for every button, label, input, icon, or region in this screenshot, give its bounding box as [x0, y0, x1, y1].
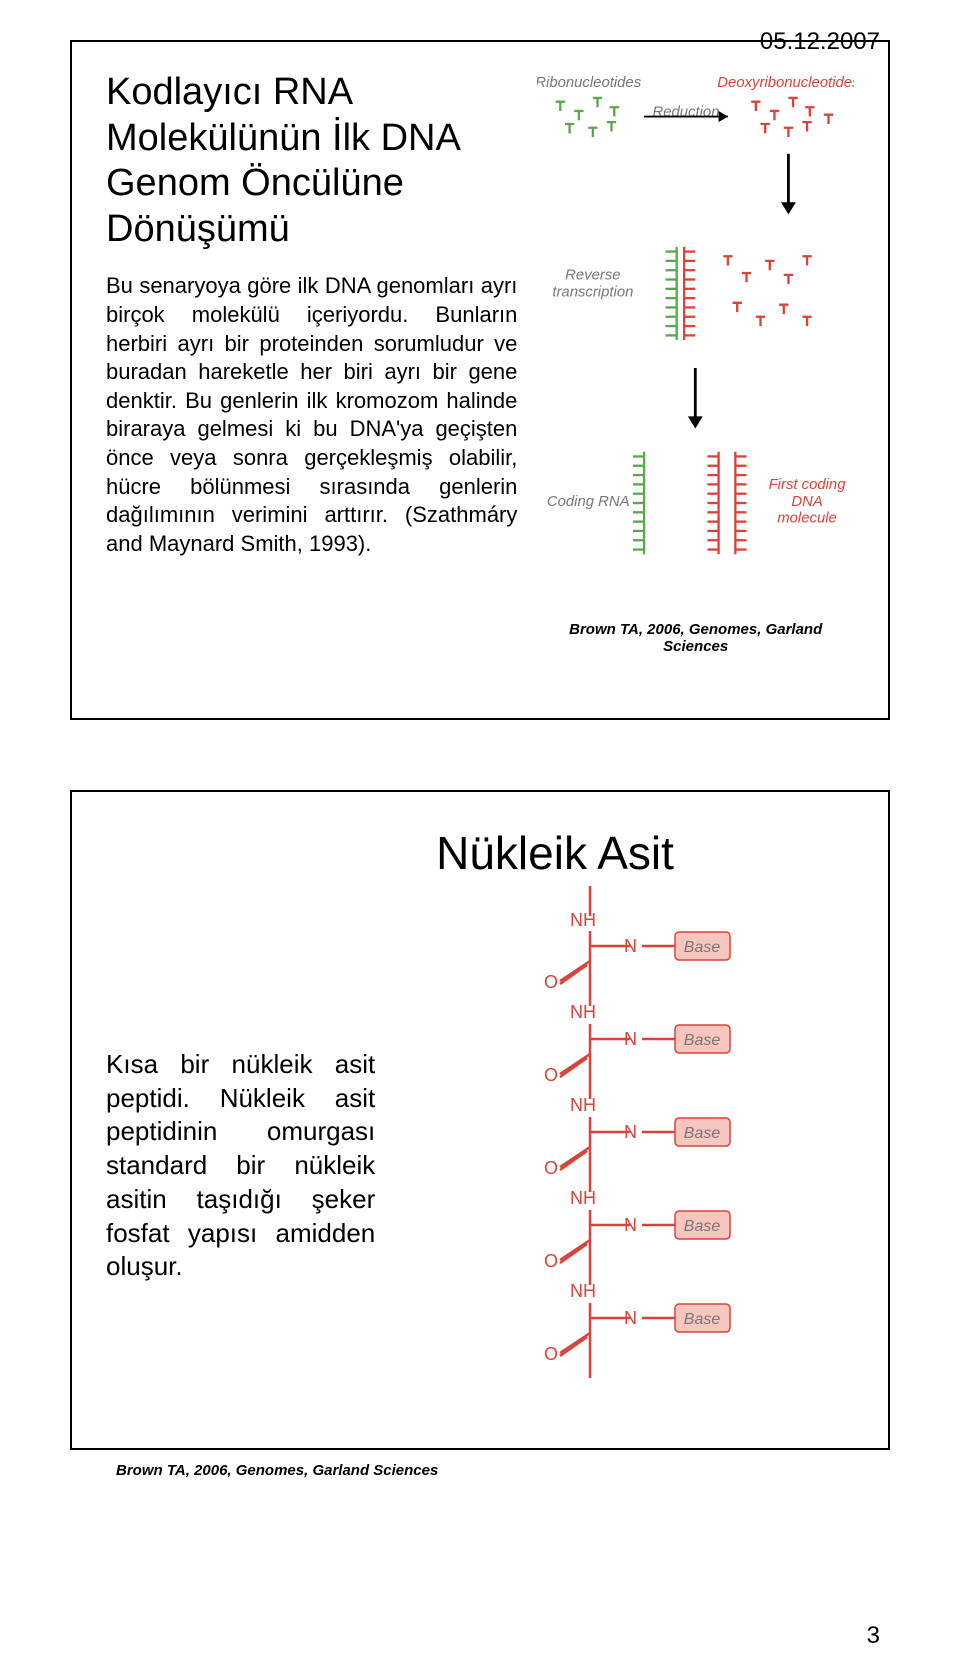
reduction-arrow-head — [719, 111, 728, 122]
base-boxes: Base Base Base Base Base — [675, 932, 730, 1332]
svg-text:NH: NH — [570, 1095, 596, 1115]
svg-text:NH: NH — [570, 1002, 596, 1022]
label-first-coding-3: molecule — [778, 511, 838, 527]
slide-2-citation: Brown TA, 2006, Genomes, Garland Science… — [116, 1462, 854, 1479]
page: 05.12.2007 Kodlayıcı RNA Molekülünün İlk… — [0, 0, 960, 1680]
slide-1-left: Kodlayıcı RNA Molekülünün İlk DNA Genom … — [106, 70, 517, 690]
rna-dna-diagram: Ribonucleotides Deoxyribonucleotides Red… — [537, 70, 854, 591]
coding-rna-strand — [633, 452, 644, 554]
slide-2-diagram: NH N O NH — [385, 886, 854, 1446]
header-date: 05.12.2007 — [760, 28, 880, 56]
svg-text:O: O — [544, 1344, 558, 1364]
svg-text:O: O — [544, 972, 558, 992]
slide-2: Nükleik Asit Kısa bir nükleik asit pepti… — [70, 790, 890, 1450]
base-label-1: Base — [683, 939, 720, 956]
slide-2-body: Kısa bir nükleik asit peptidi. Nükleik a… — [106, 1048, 375, 1285]
svg-text:N: N — [624, 1215, 637, 1235]
base-label-3: Base — [683, 1125, 720, 1142]
dsdna-strand — [708, 452, 747, 554]
slide-1-body: Bu senaryoya göre ilk DNA genomları ayrı… — [106, 272, 517, 558]
label-first-coding-1: First coding — [769, 477, 847, 493]
loose-red-nucleotides — [724, 256, 812, 326]
label-transcription: transcription — [553, 284, 634, 300]
green-rna-strand — [666, 247, 677, 340]
svg-text:N: N — [624, 1029, 637, 1049]
label-reverse: Reverse — [566, 268, 621, 284]
label-reduction: Reduction — [653, 105, 720, 121]
svg-text:N: N — [624, 1122, 637, 1142]
svg-text:O: O — [544, 1251, 558, 1271]
label-first-coding-2: DNA — [792, 494, 823, 510]
slide-2-left: Kısa bir nükleik asit peptidi. Nükleik a… — [106, 1048, 375, 1285]
down-arrow-2-head — [688, 416, 703, 428]
svg-text:NH: NH — [570, 1188, 596, 1208]
base-label-5: Base — [683, 1311, 720, 1328]
svg-text:NH: NH — [570, 910, 596, 930]
slide-2-title: Nükleik Asit — [256, 826, 854, 880]
peptide-diagram: NH N O NH — [490, 886, 750, 1446]
svg-text:N: N — [624, 936, 637, 956]
svg-text:N: N — [624, 1308, 637, 1328]
deoxyribonucleotide-group — [752, 98, 834, 137]
label-deoxyribonucleotides: Deoxyribonucleotides — [718, 75, 854, 91]
svg-text:O: O — [544, 1158, 558, 1178]
slide-1-diagram: Ribonucleotides Deoxyribonucleotides Red… — [537, 70, 854, 690]
ribonucleotide-group — [556, 98, 619, 137]
label-ribonucleotides: Ribonucleotides — [537, 75, 642, 91]
svg-text:NH: NH — [570, 1281, 596, 1301]
slide-1-title: Kodlayıcı RNA Molekülünün İlk DNA Genom … — [106, 70, 517, 252]
label-coding-rna: Coding RNA — [547, 494, 630, 510]
slide-1-citation: Brown TA, 2006, Genomes, Garland Science… — [537, 621, 854, 655]
svg-text:O: O — [544, 1065, 558, 1085]
down-arrow-1-head — [781, 202, 796, 214]
red-dna-strand-paired — [685, 247, 696, 340]
peptide-backbone: NH N O NH — [544, 886, 675, 1378]
page-number: 3 — [867, 1622, 880, 1650]
base-label-2: Base — [683, 1032, 720, 1049]
slide-1: Kodlayıcı RNA Molekülünün İlk DNA Genom … — [70, 40, 890, 720]
base-label-4: Base — [683, 1218, 720, 1235]
